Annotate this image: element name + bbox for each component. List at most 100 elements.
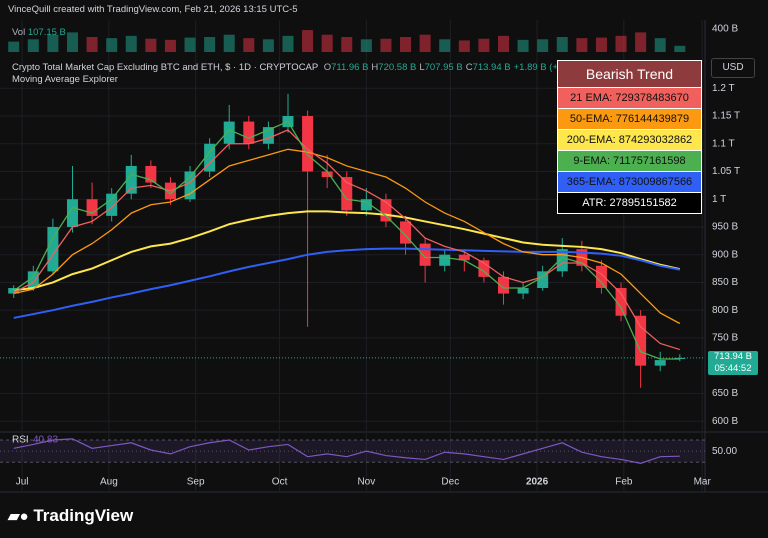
volume-bar — [439, 39, 451, 52]
volume-bar — [419, 34, 431, 52]
y-tick-label: 600 B — [712, 416, 738, 427]
y-tick-label: 900 B — [712, 249, 738, 260]
table-row: 365-EMA: 873009867566 — [558, 171, 701, 192]
volume-bar — [302, 30, 314, 52]
ema-line — [13, 120, 680, 360]
candle-body — [125, 165, 137, 194]
candle-body — [478, 260, 490, 277]
volume-bar — [145, 38, 157, 52]
y-tick-label: 50.00 — [712, 446, 737, 457]
volume-bar — [497, 35, 509, 52]
volume-legend: Vol 107.15 B — [12, 27, 66, 38]
volume-bar — [458, 40, 470, 52]
x-tick-label: Jul — [16, 477, 29, 488]
candle-body — [635, 315, 647, 366]
volume-bar — [27, 39, 39, 52]
volume-bar — [282, 35, 294, 52]
y-tick-label: 1.2 T — [712, 83, 735, 94]
candle-body — [66, 199, 78, 227]
candle-body — [302, 116, 314, 172]
currency-button[interactable]: USD — [711, 58, 755, 78]
candle-body — [380, 199, 392, 222]
candle-body — [341, 177, 353, 211]
x-tick-label: Feb — [615, 477, 633, 488]
rsi-title: RSI — [12, 435, 29, 446]
candle-body — [537, 271, 549, 288]
candle-body — [47, 226, 59, 272]
volume-bar — [341, 37, 353, 52]
volume-bar — [223, 34, 235, 52]
volume-bar — [262, 39, 274, 52]
y-tick-label: 1 T — [712, 194, 726, 205]
x-tick-label: Nov — [357, 477, 375, 488]
last-price: 713.94 B — [713, 351, 753, 362]
volume-bar — [537, 39, 549, 52]
volume-bar — [360, 39, 372, 52]
last-price-tag: 713.94 B 05:44:52 — [708, 351, 758, 375]
volume-bar — [654, 38, 666, 52]
x-tick-label: Aug — [100, 477, 118, 488]
candle-body — [497, 276, 509, 294]
volume-bar — [66, 32, 78, 52]
ohlc-value: 707.95 B — [424, 62, 463, 73]
volume-bar — [106, 38, 118, 52]
volume-bar — [86, 37, 98, 52]
indicator-name: Moving Average Explorer — [12, 74, 118, 85]
volume-bar — [615, 35, 627, 52]
table-row: 200-EMA: 874293032862 — [558, 129, 701, 150]
attribution: VinceQuill created with TradingView.com,… — [8, 4, 298, 15]
ema-line — [13, 247, 681, 319]
x-tick-label: Oct — [272, 477, 288, 488]
candle-body — [556, 249, 568, 272]
candle-body — [106, 193, 118, 216]
y-tick-label: 750 B — [712, 333, 738, 344]
ema-line — [13, 148, 681, 325]
vol-label: Vol — [12, 27, 26, 38]
volume-bar — [184, 37, 196, 52]
brand: ▰● TradingView — [8, 506, 133, 526]
ohlc-key: C — [465, 62, 473, 73]
candle-body — [204, 143, 216, 172]
candle-body — [400, 221, 412, 244]
volume-bar — [517, 39, 529, 52]
table-title: Bearish Trend — [558, 61, 701, 87]
y-tick-label: 1.1 T — [712, 138, 735, 149]
ohlc-value: 713.94 B — [472, 62, 511, 73]
table-row: ATR: 27895151582 — [558, 192, 701, 213]
change: +1.89 B (+0.26%) — [513, 62, 589, 73]
x-tick-label: Dec — [441, 477, 459, 488]
ohlc-key: O — [323, 62, 332, 73]
volume-bar — [243, 38, 255, 52]
candle-body — [360, 199, 372, 211]
volume-bar — [556, 37, 568, 52]
x-tick-label: Sep — [187, 477, 205, 488]
ohlc-value: 711.96 B — [331, 62, 369, 73]
candle-body — [184, 171, 196, 200]
candle-body — [439, 254, 451, 266]
volume-bar — [125, 35, 137, 52]
symbol: Crypto Total Market Cap Excluding BTC an… — [12, 62, 319, 73]
brand-text: TradingView — [33, 506, 134, 525]
y-tick-label: 850 B — [712, 277, 738, 288]
y-tick-label: 1.15 T — [712, 111, 740, 122]
rsi-line — [13, 438, 680, 464]
volume-bar — [8, 41, 20, 52]
volume-bar — [380, 38, 392, 52]
ohlc-key: H — [371, 62, 379, 73]
legend-table: Bearish Trend 21 EMA: 729378483670 50-EMA:… — [557, 60, 702, 214]
candle-body — [145, 165, 157, 183]
volume-bar — [478, 38, 490, 52]
x-tick-label: Mar — [694, 477, 712, 488]
volume-bar — [595, 37, 607, 52]
candle-body — [27, 271, 39, 288]
rsi-value: 40.83 — [33, 435, 58, 446]
candle-body — [458, 254, 470, 261]
candle-body — [517, 287, 529, 294]
table-row: 21 EMA: 729378483670 — [558, 87, 701, 108]
table-row: 9-EMA: 711757161598 — [558, 150, 701, 171]
volume-bar — [635, 32, 647, 52]
y-tick-label: 800 B — [712, 305, 738, 316]
y-tick-label: 400 B — [712, 24, 738, 35]
x-tick-label: 2026 — [526, 477, 549, 488]
